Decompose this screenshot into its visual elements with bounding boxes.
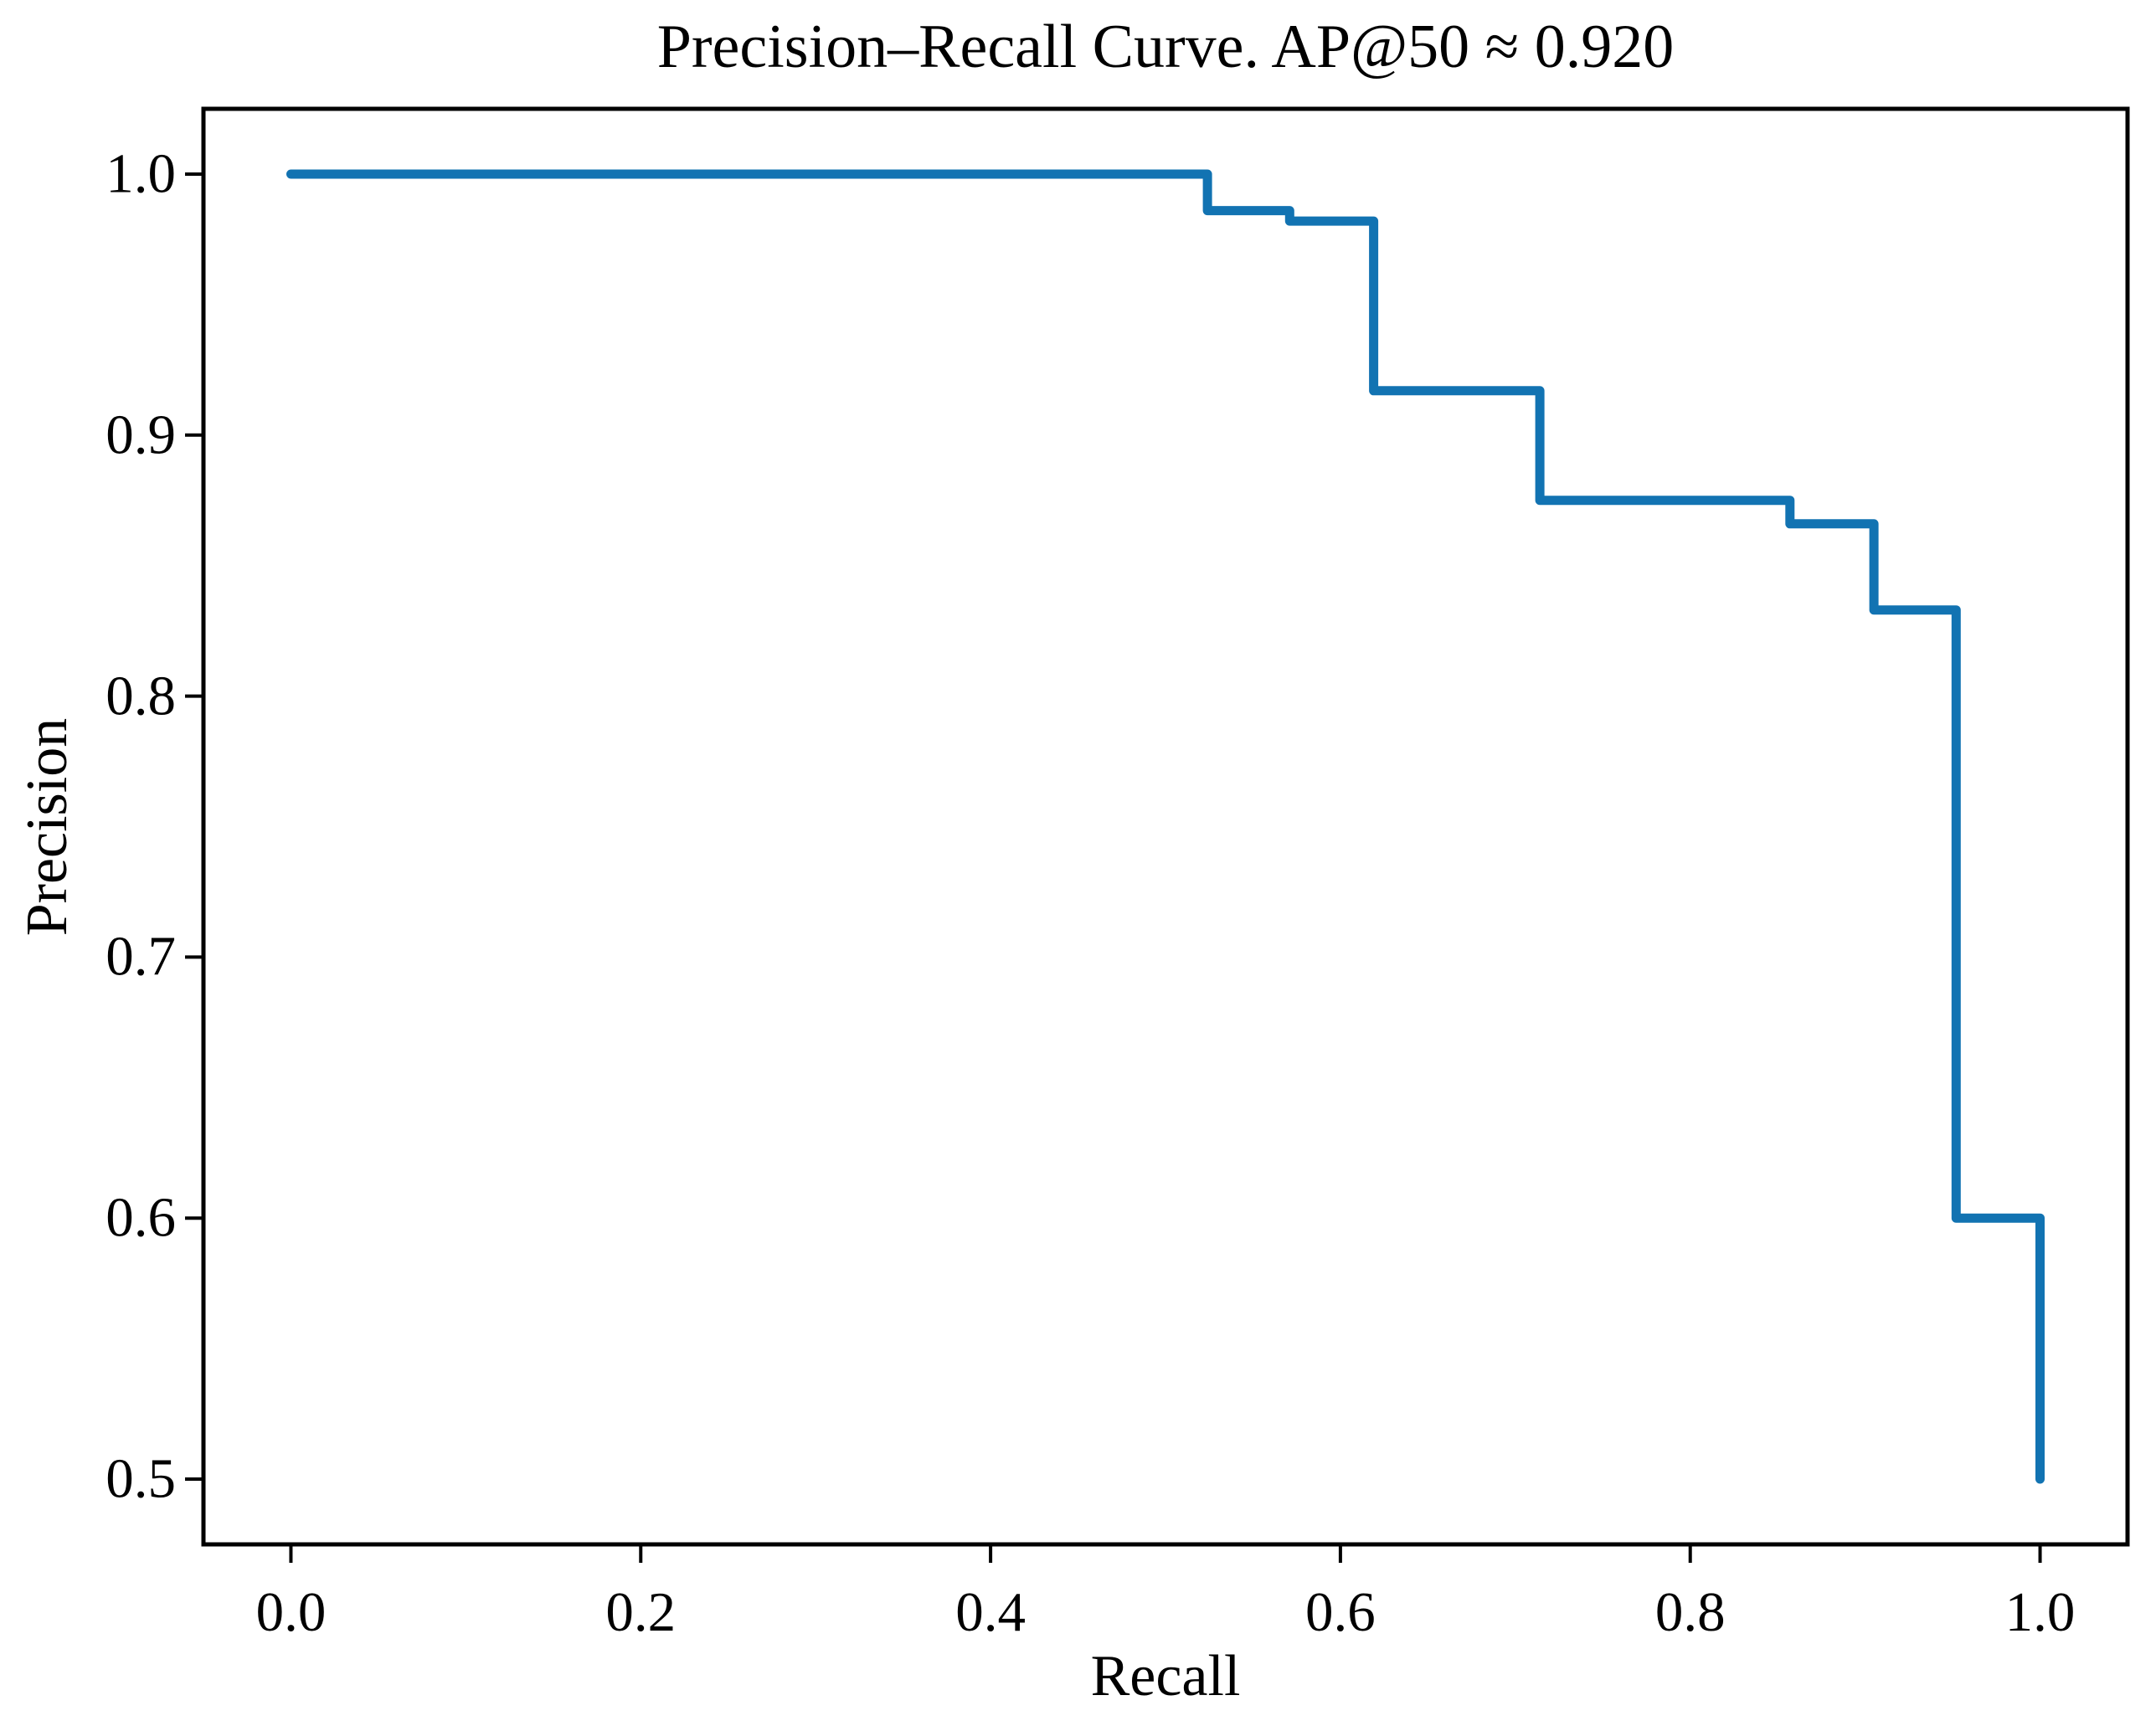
y-axis-label: Precision: [15, 717, 80, 937]
chart-title: Precision–Recall Curve. AP@50 ≈ 0.920: [656, 13, 1675, 81]
x-tick-label: 0.4: [955, 1581, 1026, 1643]
y-tick-label: 0.6: [105, 1186, 176, 1249]
y-tick-label: 0.9: [105, 403, 176, 466]
y-tick-label: 0.8: [105, 665, 176, 727]
x-axis-label: Recall: [1090, 1644, 1241, 1708]
y-tick-label: 0.7: [105, 925, 176, 988]
x-tick-label: 0.6: [1305, 1581, 1376, 1643]
x-tick-label: 0.8: [1654, 1581, 1726, 1643]
y-tick-label: 0.5: [105, 1447, 176, 1510]
x-tick-label: 1.0: [2004, 1581, 2076, 1643]
x-tick-label: 0.0: [255, 1581, 327, 1643]
axis-frame: [201, 106, 2130, 1547]
y-tick-label: 1.0: [105, 142, 176, 205]
precision-recall-curve: [286, 169, 2045, 1484]
x-tick-label: 0.2: [605, 1581, 677, 1643]
